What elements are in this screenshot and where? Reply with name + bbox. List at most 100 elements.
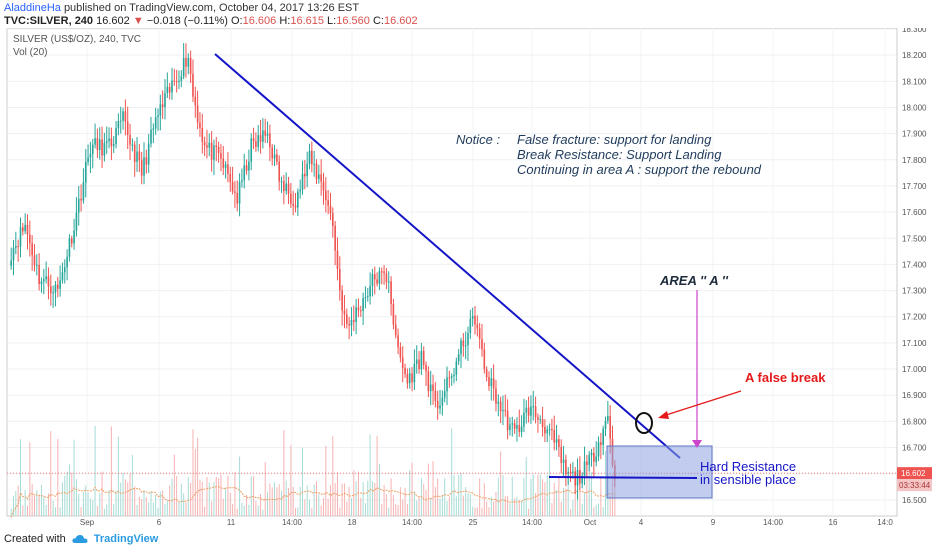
volume-bar <box>418 497 420 516</box>
volume-bar <box>395 504 397 516</box>
candle-body <box>129 134 131 145</box>
price-chart[interactable]: 18.300 18.200 18.100 18.000 17.900 17.800 17.7… <box>0 28 932 533</box>
volume-bar <box>164 504 166 516</box>
volume-bar <box>68 464 70 516</box>
volume-bar <box>85 485 87 516</box>
volume-bar <box>311 508 313 516</box>
volume-bar <box>374 482 376 516</box>
candle-body <box>399 347 402 358</box>
volume-bar <box>446 500 448 516</box>
volume-bar <box>518 499 520 516</box>
volume-bar <box>490 496 492 516</box>
time-tick-label: 4 <box>639 518 644 527</box>
candle-body <box>133 144 136 162</box>
candle-body <box>63 267 66 273</box>
volume-bar <box>493 501 495 516</box>
candle-body <box>404 367 406 375</box>
candle-body <box>91 144 94 155</box>
volume-bar <box>260 494 262 516</box>
candle-body <box>185 57 187 67</box>
candle-body <box>509 424 511 431</box>
candle-body <box>159 104 162 116</box>
volume-bar <box>413 491 415 516</box>
candle-body <box>157 115 159 118</box>
volume-bar <box>54 507 56 516</box>
candle-body <box>31 243 33 256</box>
candle-body <box>138 151 141 161</box>
candle-body <box>532 406 535 408</box>
volume-bar <box>234 471 236 516</box>
volume-bar <box>99 492 101 516</box>
time-axis[interactable]: Sep 6 11 14:00 18 14:00 25 14:00 Oct 4 9 14:00 16 14:… <box>80 518 893 527</box>
price-axis[interactable]: 18.300 18.200 18.100 18.000 17.900 17.800 17.7… <box>896 28 932 516</box>
volume-bar <box>110 426 112 516</box>
candle-body <box>192 73 194 97</box>
volume-bar <box>390 478 392 516</box>
candle-body <box>290 193 292 204</box>
candle-body <box>301 173 304 190</box>
last-price-label: 16.602 <box>901 469 926 478</box>
volume-bar <box>397 504 399 516</box>
candle-body <box>504 410 507 412</box>
tradingview-brand[interactable]: TradingView <box>93 533 159 545</box>
candle-body <box>434 390 437 401</box>
candle-body <box>68 238 71 257</box>
candle-body <box>432 384 434 391</box>
candle-body <box>397 335 399 348</box>
volume-bar <box>504 496 506 516</box>
volume-bar <box>558 477 560 516</box>
volume-bar <box>141 499 143 516</box>
false-break-label: A false break <box>745 370 826 385</box>
volume-bar <box>357 471 359 516</box>
candle-body <box>150 129 152 144</box>
candle-body <box>280 181 283 183</box>
volume-bar <box>243 505 245 516</box>
author-link[interactable]: AladdineHa <box>4 2 61 14</box>
candle-body <box>429 384 432 392</box>
volume-bar <box>271 487 273 516</box>
candle-body <box>425 364 427 372</box>
candle-body <box>513 423 516 429</box>
volume-bar <box>539 474 541 516</box>
candle-body <box>343 310 346 315</box>
candle-body <box>262 130 264 142</box>
volume-bar <box>399 487 401 516</box>
candle-body <box>565 459 567 475</box>
time-tick-label: 14:00 <box>522 518 543 527</box>
candle-body <box>385 273 388 283</box>
volume-bar <box>122 472 124 516</box>
candle-body <box>180 76 183 81</box>
candle-body <box>553 429 556 443</box>
volume-bar <box>588 454 590 516</box>
candle-body <box>87 157 89 163</box>
candle-body <box>124 111 127 122</box>
volume-bar <box>392 495 394 516</box>
volume-bar <box>145 497 147 516</box>
volume-bar <box>586 474 588 516</box>
candle-body <box>103 142 106 156</box>
candle-body <box>590 452 593 456</box>
volume-bar <box>581 504 583 516</box>
candle-body <box>35 264 38 266</box>
price-tick-label: 17.300 <box>902 287 927 296</box>
volume-bar <box>535 492 537 516</box>
price-tick-label: 18.300 <box>902 28 927 34</box>
candle-body <box>523 412 525 427</box>
candle-body <box>534 406 537 418</box>
price-tick-label: 17.400 <box>902 260 927 269</box>
candle-body <box>203 142 206 146</box>
candle-body <box>210 142 213 160</box>
candle-body <box>252 138 255 142</box>
volume-bar <box>78 493 80 516</box>
volume-bar <box>171 478 173 516</box>
candle-body <box>446 377 448 392</box>
candle-body <box>443 391 446 398</box>
volume-bar <box>103 508 105 516</box>
volume-bar <box>50 431 52 516</box>
candle-body <box>371 274 374 286</box>
candle-body <box>574 471 577 486</box>
volume-bar <box>89 498 91 516</box>
candle-body <box>408 373 411 384</box>
candle-body <box>597 442 600 457</box>
volume-bar <box>355 481 357 516</box>
